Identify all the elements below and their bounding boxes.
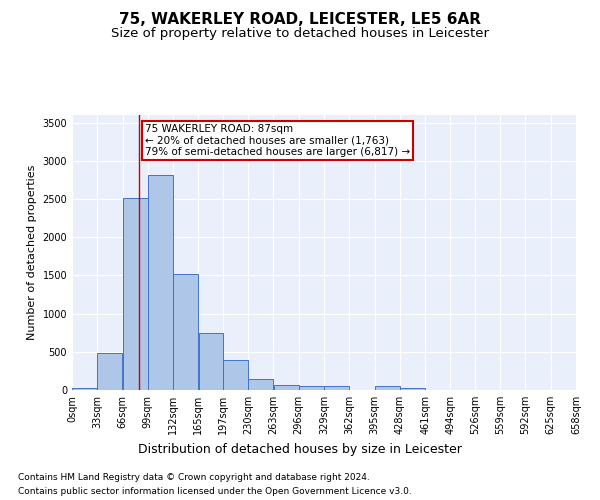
Bar: [199, 332, 223, 390]
Text: 75 WAKERLEY ROAD: 87sqm
← 20% of detached houses are smaller (1,763)
79% of semi: 75 WAKERLEY ROAD: 87sqm ← 20% of detache…: [145, 124, 410, 158]
Bar: [72, 388, 97, 390]
Text: Size of property relative to detached houses in Leicester: Size of property relative to detached ho…: [111, 28, 489, 40]
Bar: [274, 384, 299, 390]
Text: 75, WAKERLEY ROAD, LEICESTER, LE5 6AR: 75, WAKERLEY ROAD, LEICESTER, LE5 6AR: [119, 12, 481, 28]
Bar: [375, 386, 400, 390]
Bar: [97, 354, 122, 390]
Bar: [173, 274, 198, 390]
Bar: [324, 386, 349, 390]
Text: Distribution of detached houses by size in Leicester: Distribution of detached houses by size …: [138, 442, 462, 456]
Bar: [248, 380, 273, 390]
Text: Contains HM Land Registry data © Crown copyright and database right 2024.: Contains HM Land Registry data © Crown c…: [18, 472, 370, 482]
Bar: [400, 388, 425, 390]
Bar: [223, 360, 248, 390]
Text: Contains public sector information licensed under the Open Government Licence v3: Contains public sector information licen…: [18, 488, 412, 496]
Y-axis label: Number of detached properties: Number of detached properties: [27, 165, 37, 340]
Bar: [123, 198, 148, 390]
Bar: [148, 174, 173, 390]
Bar: [299, 386, 324, 390]
